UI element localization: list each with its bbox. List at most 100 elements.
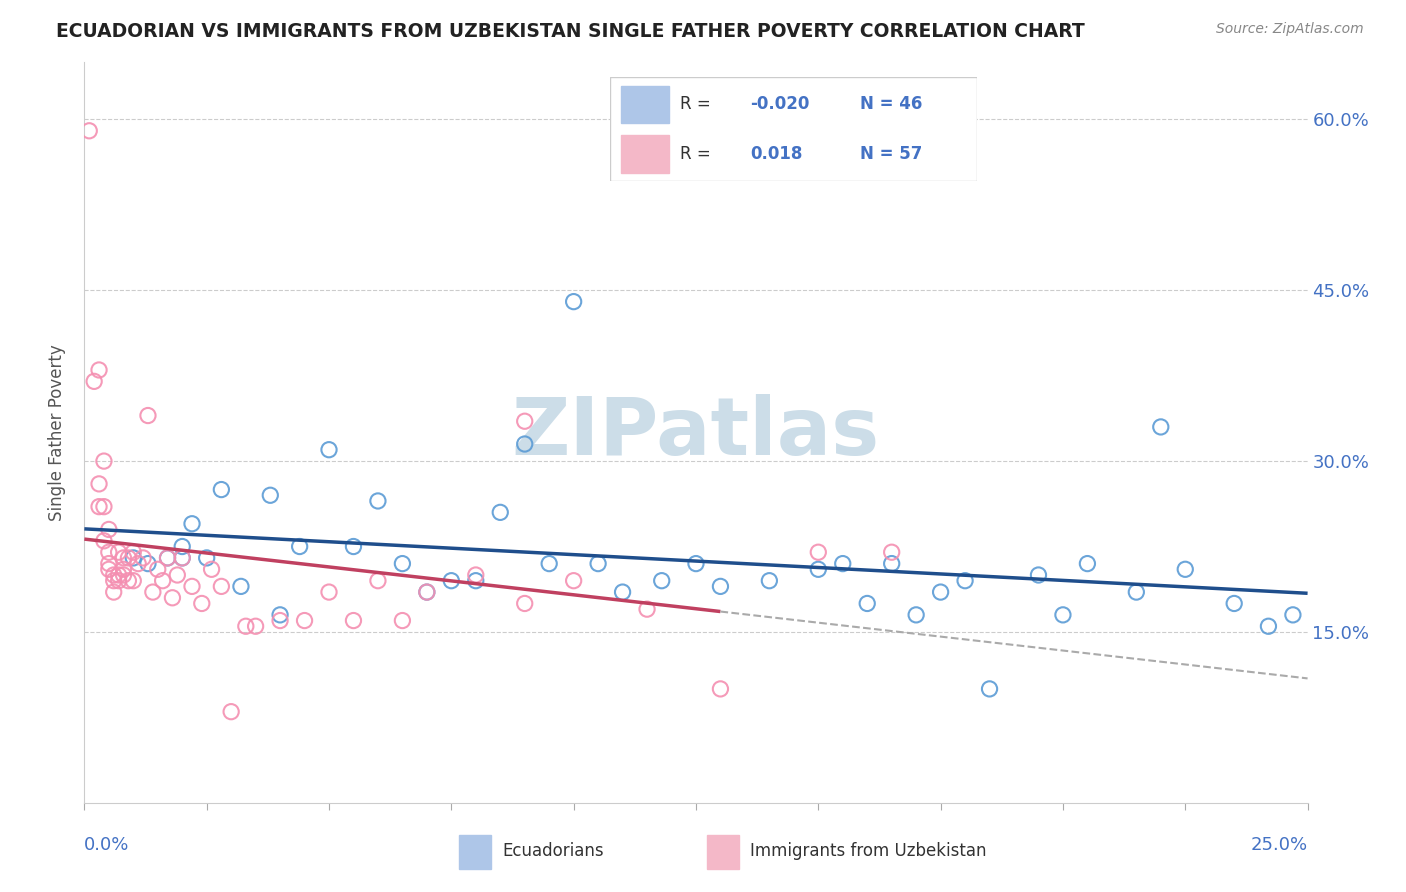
Point — [122, 550, 145, 565]
Point — [905, 607, 928, 622]
Point — [235, 619, 257, 633]
Point — [758, 574, 780, 588]
Point — [156, 550, 179, 565]
Point — [112, 562, 135, 576]
Point — [117, 574, 139, 588]
Point — [142, 585, 165, 599]
Point — [489, 505, 512, 519]
Point — [1150, 420, 1173, 434]
Point — [146, 562, 169, 576]
Point — [367, 574, 389, 588]
Point — [1257, 619, 1279, 633]
Point — [612, 585, 634, 599]
Text: 25.0%: 25.0% — [1250, 836, 1308, 855]
Point — [342, 540, 364, 554]
Text: ZIPatlas: ZIPatlas — [512, 393, 880, 472]
Point — [464, 574, 486, 588]
Point — [1052, 607, 1074, 622]
Point — [87, 476, 110, 491]
Point — [288, 540, 311, 554]
Point — [97, 562, 120, 576]
Point — [1282, 607, 1305, 622]
Point — [97, 557, 120, 571]
Point — [651, 574, 673, 588]
Point — [156, 550, 179, 565]
Point — [562, 574, 585, 588]
Point — [513, 597, 536, 611]
Point — [1174, 562, 1197, 576]
Text: Source: ZipAtlas.com: Source: ZipAtlas.com — [1216, 22, 1364, 37]
Point — [856, 597, 879, 611]
Point — [342, 614, 364, 628]
Point — [807, 545, 830, 559]
Point — [191, 597, 214, 611]
Point — [93, 500, 115, 514]
Point — [807, 562, 830, 576]
Point — [136, 557, 159, 571]
Point — [259, 488, 281, 502]
Point — [229, 579, 252, 593]
Point — [831, 557, 853, 571]
Point — [1076, 557, 1098, 571]
Point — [107, 574, 129, 588]
Text: ECUADORIAN VS IMMIGRANTS FROM UZBEKISTAN SINGLE FATHER POVERTY CORRELATION CHART: ECUADORIAN VS IMMIGRANTS FROM UZBEKISTAN… — [56, 22, 1085, 41]
Point — [513, 437, 536, 451]
Point — [391, 614, 413, 628]
Point — [122, 545, 145, 559]
Point — [209, 483, 232, 497]
Point — [152, 574, 174, 588]
Point — [953, 574, 976, 588]
Point — [172, 550, 194, 565]
Point — [107, 545, 129, 559]
Point — [440, 574, 463, 588]
Point — [929, 585, 952, 599]
Point — [117, 550, 139, 565]
Point — [103, 585, 125, 599]
Point — [219, 705, 242, 719]
Point — [1223, 597, 1246, 611]
Point — [97, 523, 120, 537]
Point — [172, 540, 194, 554]
Point — [586, 557, 609, 571]
Point — [416, 585, 439, 599]
Point — [162, 591, 184, 605]
Point — [318, 585, 340, 599]
Point — [107, 568, 129, 582]
Point — [416, 585, 439, 599]
Point — [93, 454, 115, 468]
Point — [112, 568, 135, 582]
Point — [245, 619, 267, 633]
Point — [122, 574, 145, 588]
Point — [709, 579, 731, 593]
Point — [181, 579, 204, 593]
Point — [103, 574, 125, 588]
Point — [87, 500, 110, 514]
Point — [166, 568, 188, 582]
Point — [132, 550, 155, 565]
Point — [318, 442, 340, 457]
Point — [294, 614, 316, 628]
Point — [136, 409, 159, 423]
Point — [269, 614, 291, 628]
Point — [562, 294, 585, 309]
Point — [685, 557, 707, 571]
Point — [103, 568, 125, 582]
Point — [636, 602, 658, 616]
Point — [97, 545, 120, 559]
Point — [979, 681, 1001, 696]
Point — [1125, 585, 1147, 599]
Point — [464, 568, 486, 582]
Point — [209, 579, 232, 593]
Point — [112, 550, 135, 565]
Point — [709, 681, 731, 696]
Point — [172, 550, 194, 565]
Point — [127, 557, 149, 571]
Point — [391, 557, 413, 571]
Point — [93, 533, 115, 548]
Text: 0.0%: 0.0% — [84, 836, 129, 855]
Point — [1028, 568, 1050, 582]
Point — [269, 607, 291, 622]
Point — [77, 124, 100, 138]
Point — [200, 562, 222, 576]
Point — [195, 550, 218, 565]
